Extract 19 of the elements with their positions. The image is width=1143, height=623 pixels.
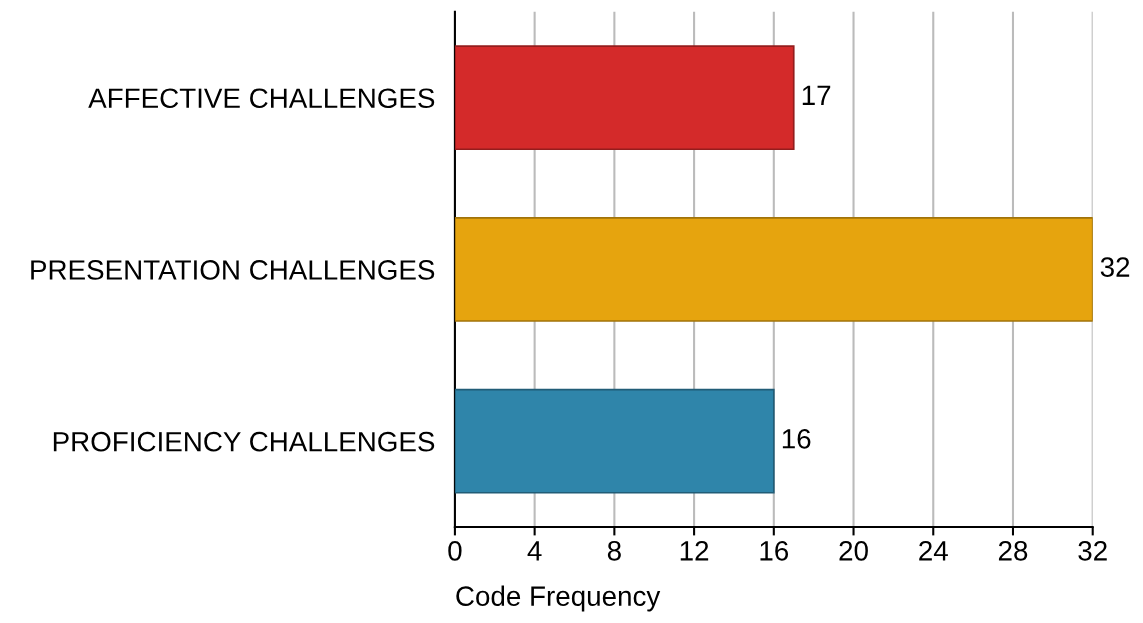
- x-tick-label: 20: [839, 540, 868, 561]
- x-tick-label: 4: [527, 541, 542, 561]
- bar: [454, 388, 775, 494]
- x-axis-title: Code Frequency: [456, 585, 661, 612]
- bar: [454, 217, 1093, 322]
- bar: [454, 45, 795, 151]
- x-tick-label: 24: [919, 540, 948, 561]
- y-tick-label: AFFECTIVE CHALLENGES: [88, 88, 435, 109]
- x-tick-label: 16: [760, 540, 789, 561]
- x-tick-label: 0: [448, 540, 462, 561]
- data-label: 32: [1100, 257, 1130, 277]
- x-tick-label: 28: [998, 540, 1028, 561]
- y-tick-label: PRESENTATION CHALLENGES: [31, 260, 435, 280]
- x-tick-label: 8: [607, 540, 621, 561]
- x-tick-label: 32: [1078, 540, 1107, 561]
- x-tick-label: 12: [680, 540, 709, 561]
- data-label: 16: [782, 428, 811, 449]
- y-tick-label: PROFICIENCY CHALLENGES: [53, 431, 435, 452]
- data-label: 17: [802, 85, 831, 105]
